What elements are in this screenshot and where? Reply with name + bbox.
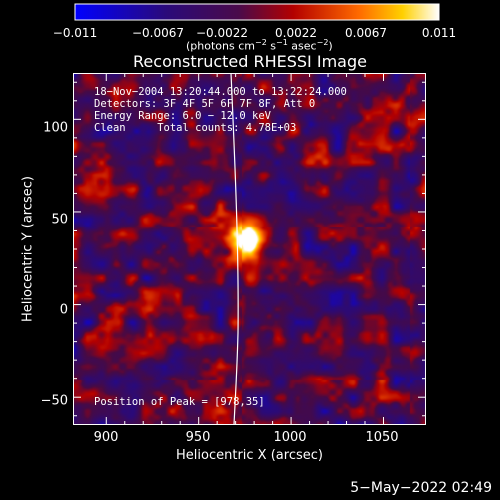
colorbar-ticks: −0.011 −0.0067 −0.0022 0.0022 0.0067 0.0… [53,26,456,40]
x-tick-label: 900 [93,430,119,445]
solar-limb-line [230,73,239,425]
chart-title: Reconstructed RHESSI Image [133,52,367,71]
heatmap-image [73,73,426,425]
x-tick-label: 1050 [365,430,399,445]
units-exponent: −1 [276,38,288,47]
y-axis-ticks: 100 50 0 −50 [0,73,68,425]
x-axis-ticks: 900 950 1000 1050 [73,430,426,446]
x-tick-label: 1000 [273,430,307,445]
units-exponent: −2 [316,38,329,47]
plot-frame: 18−Nov−2004 13:20:44.000 to 13:22:24.000… [73,73,426,425]
colorbar-units: (photons cm−2 s−1 asec−2) [186,38,333,53]
y-tick-label: 0 [59,302,68,318]
units-text: asec [287,39,317,53]
colorbar-tick-label: −0.011 [52,26,98,40]
units-text: (photons cm [186,39,255,53]
colorbar-tick-label: −0.0022 [195,26,249,40]
colorbar-tick-label: 0.0067 [345,26,387,40]
y-tick-label: 100 [43,120,68,136]
x-axis-label: Heliocentric X (arcsec) [176,448,323,463]
y-axis-label: Heliocentric Y (arcsec) [20,176,36,322]
x-tick-label: 950 [185,430,211,445]
annotation-peak-position: Position of Peak = [978,35] [94,396,265,408]
y-tick-label: 50 [51,212,68,228]
annotation-clean-counts: Clean Total counts: 4.78E+03 [94,122,297,134]
plot-overlay [73,73,426,425]
annotation-time-range: 18−Nov−2004 13:20:44.000 to 13:22:24.000 [94,86,347,98]
units-text: ) [328,39,333,53]
colorbar-tick-label: 0.0022 [275,26,317,40]
units-text: s [266,39,277,53]
footer-timestamp: 5−May−2022 02:49 [350,480,492,496]
colorbar-tick-label: 0.011 [421,26,457,40]
colorbar-gradient [74,3,440,21]
colorbar-tick-label: −0.0067 [131,26,185,40]
units-exponent: −2 [254,38,267,47]
colorbar [74,3,440,21]
y-tick-label: −50 [40,393,68,409]
annotation-energy-range: Energy Range: 6.0 − 12.0 keV [94,110,272,122]
annotation-detectors: Detectors: 3F 4F 5F 6F 7F 8F, Att 0 [94,98,316,110]
